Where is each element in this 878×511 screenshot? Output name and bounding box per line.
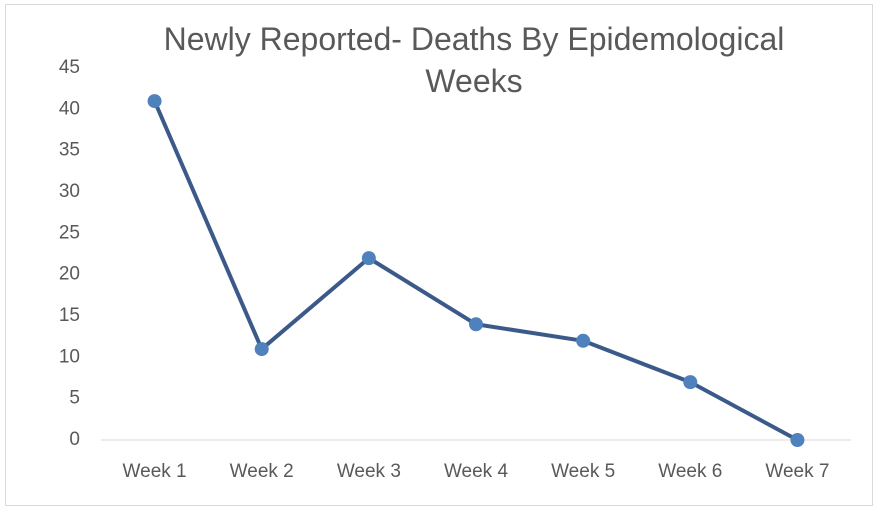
x-tick-label: Week 1 <box>123 461 187 482</box>
y-tick-label: 20 <box>59 264 80 285</box>
marker <box>576 333 591 348</box>
chart-title: Newly Reported- Deaths By Epidemological… <box>163 21 785 99</box>
marker <box>683 375 698 390</box>
y-tick-label: 10 <box>59 346 80 367</box>
chart-frame <box>5 4 873 506</box>
y-tick-label: 35 <box>59 140 80 161</box>
y-tick-label: 40 <box>59 98 80 119</box>
marker <box>254 342 269 357</box>
x-tick-label: Week 2 <box>230 461 294 482</box>
x-tick-label: Week 6 <box>658 461 722 482</box>
line <box>152 100 799 442</box>
x-tick-label: Week 3 <box>337 461 401 482</box>
marker <box>790 433 805 447</box>
y-tick-label: 0 <box>69 429 80 450</box>
x-tick-label: Week 5 <box>551 461 615 482</box>
marker <box>147 94 162 109</box>
y-tick-label: 5 <box>69 388 80 409</box>
y-tick-label: 45 <box>59 57 80 78</box>
marker <box>361 251 376 266</box>
y-tick-label: 15 <box>59 305 80 326</box>
x-tick-label: Week 4 <box>444 461 509 482</box>
y-tick-label: 25 <box>59 222 80 243</box>
marker <box>469 317 483 332</box>
y-tick-label: 30 <box>59 181 80 202</box>
x-tick-label: Week 7 <box>765 461 829 482</box>
